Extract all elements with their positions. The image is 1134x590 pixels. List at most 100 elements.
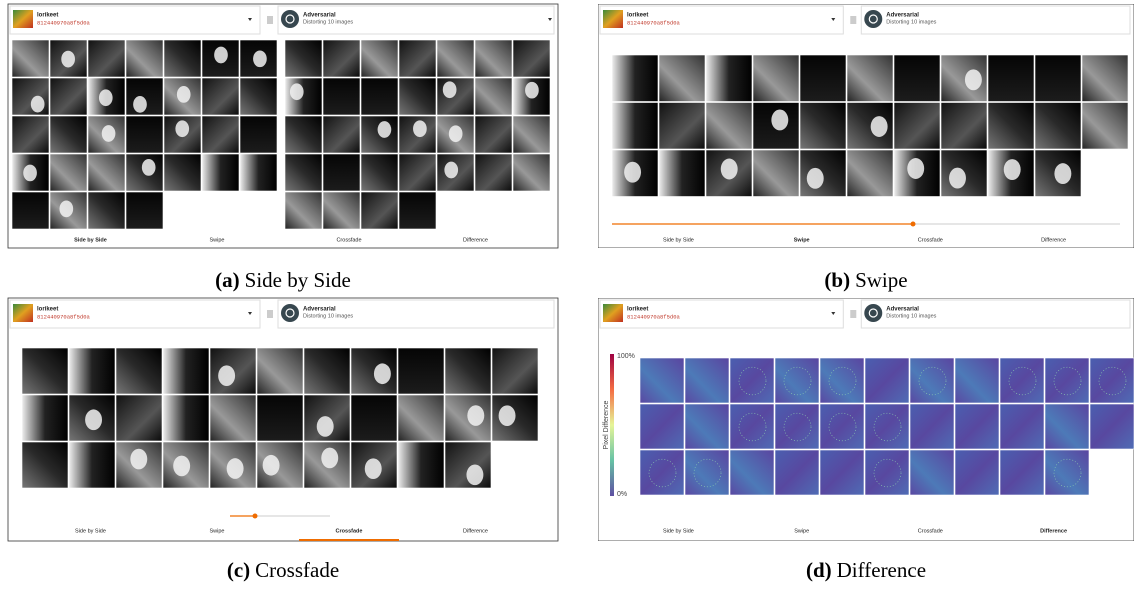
image-tile (210, 395, 256, 441)
colorbar-max: 100% (617, 353, 635, 360)
image-tile (323, 154, 360, 191)
image-tile (865, 450, 909, 495)
tab[interactable]: Difference (463, 528, 488, 534)
tab[interactable]: Crossfade (918, 237, 943, 243)
image-tile (894, 55, 940, 102)
method-icon (281, 304, 299, 322)
image-tile (775, 358, 819, 403)
chart-icon (850, 16, 856, 24)
tab[interactable]: Difference (1041, 237, 1066, 243)
image-tile (50, 154, 87, 191)
image-tile (69, 442, 115, 488)
tab[interactable]: Side by Side (74, 237, 107, 243)
colorbar (610, 354, 614, 496)
image-tile (475, 154, 512, 191)
image-tile (164, 154, 201, 191)
method-detail: Distorting 10 images (886, 313, 936, 319)
image-tile (685, 404, 729, 449)
image-tile (12, 192, 49, 229)
tab[interactable]: Crossfade (918, 528, 943, 534)
tab[interactable]: Swipe (210, 237, 225, 243)
image-tile (12, 78, 49, 115)
image-tile (12, 116, 49, 153)
tile-highlight (443, 81, 457, 98)
panel: lorikeet812440970a8f5d0aAdversarialDisto… (598, 298, 1134, 541)
tab[interactable]: Side by Side (663, 528, 694, 534)
tile-highlight (227, 458, 244, 479)
tile-highlight (175, 120, 189, 137)
image-tile (475, 116, 512, 153)
image-tile (513, 40, 550, 77)
image-tile (612, 103, 658, 150)
panel: lorikeet812440970a8f5d0aAdversarialDisto… (8, 298, 558, 541)
tab[interactable]: Side by Side (663, 237, 694, 243)
image-tile (659, 150, 705, 197)
image-tile (513, 116, 550, 153)
image-tile (50, 116, 87, 153)
image-tile (820, 358, 864, 403)
image-tile (1000, 450, 1044, 495)
chart-icon (267, 310, 273, 318)
image-tile (361, 78, 398, 115)
panel: lorikeet812440970a8f5d0aAdversarialDisto… (598, 4, 1134, 248)
image-tile (398, 442, 444, 488)
model-thumbnail (13, 10, 33, 28)
tab[interactable]: Difference (463, 237, 488, 243)
image-tile (865, 358, 909, 403)
tab[interactable]: Swipe (794, 528, 809, 534)
image-tile (12, 40, 49, 77)
tile-highlight (177, 86, 191, 103)
tab[interactable]: Difference (1040, 528, 1067, 534)
tile-highlight (317, 416, 334, 437)
image-tile (1090, 358, 1134, 403)
method-detail: Distorting 10 images (303, 19, 353, 25)
caption: (b)Swipe (824, 268, 907, 292)
tile-highlight (133, 96, 147, 113)
slider-handle[interactable] (253, 514, 258, 519)
image-tile (257, 348, 303, 394)
image-tile (323, 78, 360, 115)
image-tile (285, 154, 322, 191)
image-tile (910, 450, 954, 495)
tile-highlight (374, 363, 391, 384)
image-tile (116, 348, 162, 394)
tile-highlight (23, 165, 37, 182)
image-tile (437, 40, 474, 77)
tile-highlight (253, 50, 267, 67)
tile-highlight (365, 458, 382, 479)
tab[interactable]: Swipe (210, 528, 225, 534)
tile-highlight (907, 158, 924, 179)
tab[interactable]: Crossfade (336, 237, 361, 243)
tab[interactable]: Crossfade (336, 528, 363, 534)
slider-handle[interactable] (911, 222, 916, 227)
image-tile (285, 192, 322, 229)
image-tile (50, 78, 87, 115)
image-tile (492, 348, 538, 394)
image-tile (800, 150, 846, 197)
image-tile (22, 442, 68, 488)
tile-highlight (214, 47, 228, 64)
model-id: 812440970a8f5d0a (627, 19, 681, 26)
tile-highlight (378, 121, 392, 138)
image-tile (1090, 404, 1134, 449)
image-tile (323, 40, 360, 77)
image-tile (1045, 404, 1089, 449)
tile-highlight (1054, 163, 1071, 184)
tab[interactable]: Side by Side (75, 528, 106, 534)
image-tile (1035, 55, 1081, 102)
chart-icon (850, 310, 856, 318)
image-tile (730, 450, 774, 495)
image-tile (22, 348, 68, 394)
tile-highlight (624, 162, 641, 183)
tile-highlight (85, 409, 102, 430)
tab[interactable]: Swipe (794, 237, 810, 243)
model-name: lorikeet (37, 307, 58, 313)
image-tile (445, 348, 491, 394)
image-tile (894, 103, 940, 150)
image-tile (202, 154, 239, 191)
tile-highlight (99, 89, 113, 106)
model-name: lorikeet (627, 13, 648, 19)
image-tile (285, 78, 322, 115)
image-tile (361, 154, 398, 191)
image-tile (955, 404, 999, 449)
